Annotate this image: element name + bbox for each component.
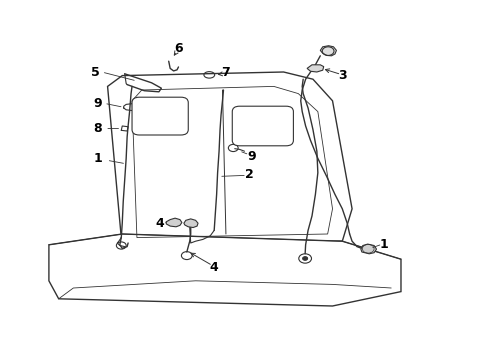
Polygon shape bbox=[183, 219, 198, 228]
Text: 7: 7 bbox=[221, 66, 230, 78]
Text: 6: 6 bbox=[174, 42, 183, 55]
Text: 4: 4 bbox=[155, 217, 163, 230]
Text: 1: 1 bbox=[379, 238, 387, 251]
Text: 5: 5 bbox=[91, 66, 100, 78]
Polygon shape bbox=[306, 65, 323, 72]
Polygon shape bbox=[107, 72, 351, 248]
Text: 9: 9 bbox=[93, 97, 102, 110]
Polygon shape bbox=[49, 234, 400, 306]
Text: 4: 4 bbox=[209, 261, 218, 274]
Text: 3: 3 bbox=[337, 69, 346, 82]
FancyBboxPatch shape bbox=[132, 97, 188, 135]
Text: 9: 9 bbox=[247, 150, 256, 163]
Polygon shape bbox=[360, 244, 376, 254]
Text: 8: 8 bbox=[93, 122, 102, 135]
Text: 2: 2 bbox=[244, 168, 253, 181]
FancyBboxPatch shape bbox=[232, 106, 293, 146]
Polygon shape bbox=[320, 46, 336, 56]
Text: 1: 1 bbox=[93, 152, 102, 165]
Polygon shape bbox=[166, 218, 182, 227]
Circle shape bbox=[302, 257, 307, 260]
